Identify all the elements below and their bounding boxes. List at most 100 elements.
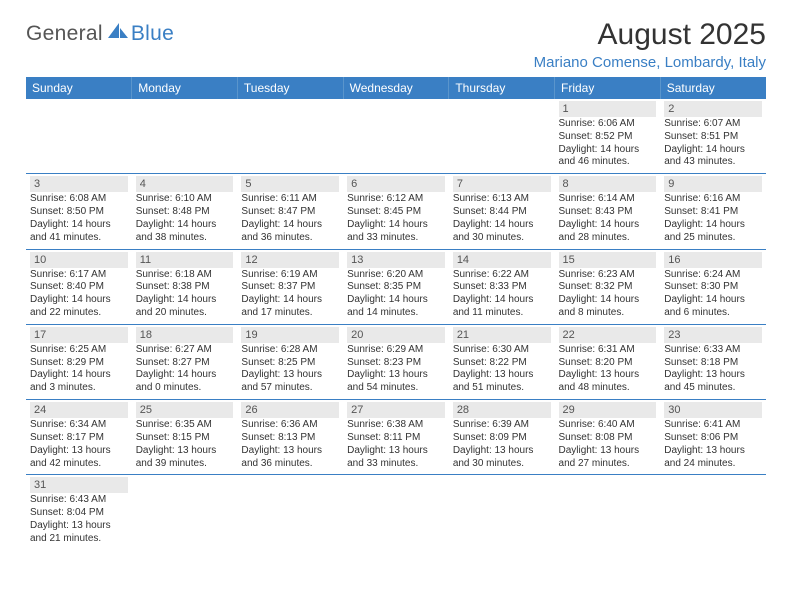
calendar-day: 6Sunrise: 6:12 AMSunset: 8:45 PMDaylight…: [343, 174, 449, 249]
day-info: Sunrise: 6:31 AMSunset: 8:20 PMDaylight:…: [559, 344, 657, 395]
day-number: 8: [559, 176, 657, 192]
day-info: Sunrise: 6:28 AMSunset: 8:25 PMDaylight:…: [241, 344, 339, 395]
day-info: Sunrise: 6:30 AMSunset: 8:22 PMDaylight:…: [453, 344, 551, 395]
day-info: Sunrise: 6:29 AMSunset: 8:23 PMDaylight:…: [347, 344, 445, 395]
calendar-empty: [26, 99, 132, 174]
day-info: Sunrise: 6:14 AMSunset: 8:43 PMDaylight:…: [559, 193, 657, 244]
calendar-day: 10Sunrise: 6:17 AMSunset: 8:40 PMDayligh…: [26, 249, 132, 324]
day-number: 25: [136, 402, 234, 418]
day-number: 10: [30, 252, 128, 268]
day-info: Sunrise: 6:17 AMSunset: 8:40 PMDaylight:…: [30, 269, 128, 320]
day-number: 15: [559, 252, 657, 268]
day-info: Sunrise: 6:39 AMSunset: 8:09 PMDaylight:…: [453, 419, 551, 470]
calendar-day: 5Sunrise: 6:11 AMSunset: 8:47 PMDaylight…: [237, 174, 343, 249]
calendar-day: 18Sunrise: 6:27 AMSunset: 8:27 PMDayligh…: [132, 324, 238, 399]
day-info: Sunrise: 6:25 AMSunset: 8:29 PMDaylight:…: [30, 344, 128, 395]
calendar-row: 3Sunrise: 6:08 AMSunset: 8:50 PMDaylight…: [26, 174, 766, 249]
calendar-day: 31Sunrise: 6:43 AMSunset: 8:04 PMDayligh…: [26, 475, 132, 550]
calendar-day: 7Sunrise: 6:13 AMSunset: 8:44 PMDaylight…: [449, 174, 555, 249]
weekday-header: Monday: [132, 77, 238, 99]
calendar-row: 10Sunrise: 6:17 AMSunset: 8:40 PMDayligh…: [26, 249, 766, 324]
calendar-day: 9Sunrise: 6:16 AMSunset: 8:41 PMDaylight…: [660, 174, 766, 249]
day-number: 18: [136, 327, 234, 343]
day-number: 12: [241, 252, 339, 268]
day-info: Sunrise: 6:12 AMSunset: 8:45 PMDaylight:…: [347, 193, 445, 244]
day-number: 11: [136, 252, 234, 268]
day-number: 20: [347, 327, 445, 343]
calendar-row: 24Sunrise: 6:34 AMSunset: 8:17 PMDayligh…: [26, 400, 766, 475]
weekday-header: Friday: [555, 77, 661, 99]
day-number: 6: [347, 176, 445, 192]
calendar-day: 26Sunrise: 6:36 AMSunset: 8:13 PMDayligh…: [237, 400, 343, 475]
page-title: August 2025: [534, 18, 766, 52]
calendar-day: 19Sunrise: 6:28 AMSunset: 8:25 PMDayligh…: [237, 324, 343, 399]
calendar-day: 22Sunrise: 6:31 AMSunset: 8:20 PMDayligh…: [555, 324, 661, 399]
day-number: 22: [559, 327, 657, 343]
calendar-day: 25Sunrise: 6:35 AMSunset: 8:15 PMDayligh…: [132, 400, 238, 475]
day-number: 1: [559, 101, 657, 117]
day-info: Sunrise: 6:27 AMSunset: 8:27 PMDaylight:…: [136, 344, 234, 395]
calendar-row: 31Sunrise: 6:43 AMSunset: 8:04 PMDayligh…: [26, 475, 766, 550]
day-number: 28: [453, 402, 551, 418]
day-info: Sunrise: 6:41 AMSunset: 8:06 PMDaylight:…: [664, 419, 762, 470]
day-number: 5: [241, 176, 339, 192]
calendar-empty: [132, 99, 238, 174]
logo-text-2: Blue: [131, 22, 174, 46]
day-number: 31: [30, 477, 128, 493]
calendar-day: 8Sunrise: 6:14 AMSunset: 8:43 PMDaylight…: [555, 174, 661, 249]
calendar-day: 2Sunrise: 6:07 AMSunset: 8:51 PMDaylight…: [660, 99, 766, 174]
title-block: August 2025 Mariano Comense, Lombardy, I…: [534, 18, 766, 71]
calendar-empty: [343, 99, 449, 174]
calendar-day: 1Sunrise: 6:06 AMSunset: 8:52 PMDaylight…: [555, 99, 661, 174]
day-info: Sunrise: 6:13 AMSunset: 8:44 PMDaylight:…: [453, 193, 551, 244]
weekday-header: Thursday: [449, 77, 555, 99]
calendar-body: 1Sunrise: 6:06 AMSunset: 8:52 PMDaylight…: [26, 99, 766, 550]
calendar-empty: [343, 475, 449, 550]
day-number: 17: [30, 327, 128, 343]
location: Mariano Comense, Lombardy, Italy: [534, 54, 766, 71]
day-info: Sunrise: 6:22 AMSunset: 8:33 PMDaylight:…: [453, 269, 551, 320]
day-info: Sunrise: 6:38 AMSunset: 8:11 PMDaylight:…: [347, 419, 445, 470]
logo-text-1: General: [26, 22, 103, 46]
day-info: Sunrise: 6:23 AMSunset: 8:32 PMDaylight:…: [559, 269, 657, 320]
calendar-day: 17Sunrise: 6:25 AMSunset: 8:29 PMDayligh…: [26, 324, 132, 399]
calendar-day: 21Sunrise: 6:30 AMSunset: 8:22 PMDayligh…: [449, 324, 555, 399]
day-info: Sunrise: 6:33 AMSunset: 8:18 PMDaylight:…: [664, 344, 762, 395]
logo: General Blue: [26, 22, 174, 46]
calendar-day: 13Sunrise: 6:20 AMSunset: 8:35 PMDayligh…: [343, 249, 449, 324]
day-info: Sunrise: 6:18 AMSunset: 8:38 PMDaylight:…: [136, 269, 234, 320]
calendar-empty: [237, 475, 343, 550]
day-info: Sunrise: 6:35 AMSunset: 8:15 PMDaylight:…: [136, 419, 234, 470]
calendar-day: 24Sunrise: 6:34 AMSunset: 8:17 PMDayligh…: [26, 400, 132, 475]
day-info: Sunrise: 6:08 AMSunset: 8:50 PMDaylight:…: [30, 193, 128, 244]
calendar-day: 12Sunrise: 6:19 AMSunset: 8:37 PMDayligh…: [237, 249, 343, 324]
calendar-day: 11Sunrise: 6:18 AMSunset: 8:38 PMDayligh…: [132, 249, 238, 324]
calendar-day: 28Sunrise: 6:39 AMSunset: 8:09 PMDayligh…: [449, 400, 555, 475]
calendar-day: 20Sunrise: 6:29 AMSunset: 8:23 PMDayligh…: [343, 324, 449, 399]
header: General Blue August 2025 Mariano Comense…: [26, 18, 766, 71]
day-number: 26: [241, 402, 339, 418]
day-number: 19: [241, 327, 339, 343]
calendar-day: 23Sunrise: 6:33 AMSunset: 8:18 PMDayligh…: [660, 324, 766, 399]
day-number: 3: [30, 176, 128, 192]
day-info: Sunrise: 6:36 AMSunset: 8:13 PMDaylight:…: [241, 419, 339, 470]
calendar-table: SundayMondayTuesdayWednesdayThursdayFrid…: [26, 77, 766, 550]
day-number: 4: [136, 176, 234, 192]
calendar-day: 29Sunrise: 6:40 AMSunset: 8:08 PMDayligh…: [555, 400, 661, 475]
calendar-empty: [449, 99, 555, 174]
weekday-header: Saturday: [660, 77, 766, 99]
calendar-day: 15Sunrise: 6:23 AMSunset: 8:32 PMDayligh…: [555, 249, 661, 324]
day-number: 9: [664, 176, 762, 192]
calendar-empty: [132, 475, 238, 550]
weekday-header: Wednesday: [343, 77, 449, 99]
day-info: Sunrise: 6:10 AMSunset: 8:48 PMDaylight:…: [136, 193, 234, 244]
calendar-empty: [449, 475, 555, 550]
day-info: Sunrise: 6:06 AMSunset: 8:52 PMDaylight:…: [559, 118, 657, 169]
day-info: Sunrise: 6:34 AMSunset: 8:17 PMDaylight:…: [30, 419, 128, 470]
day-info: Sunrise: 6:40 AMSunset: 8:08 PMDaylight:…: [559, 419, 657, 470]
calendar-row: 1Sunrise: 6:06 AMSunset: 8:52 PMDaylight…: [26, 99, 766, 174]
day-number: 16: [664, 252, 762, 268]
calendar-empty: [660, 475, 766, 550]
day-number: 24: [30, 402, 128, 418]
weekday-header-row: SundayMondayTuesdayWednesdayThursdayFrid…: [26, 77, 766, 99]
